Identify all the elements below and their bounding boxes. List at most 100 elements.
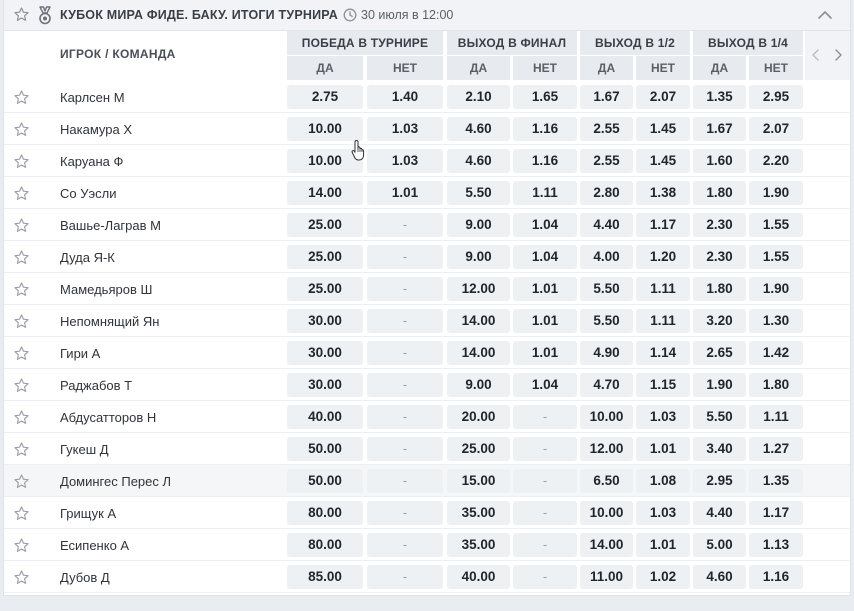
odds-button[interactable]: 1.11 xyxy=(513,181,577,205)
odds-button[interactable]: 15.00 xyxy=(447,469,510,493)
star-outline-icon[interactable] xyxy=(13,89,30,106)
odds-button[interactable]: 4.40 xyxy=(693,501,746,525)
odds-button[interactable]: 1.45 xyxy=(636,149,690,173)
odds-button[interactable]: 6.50 xyxy=(580,469,633,493)
star-outline-icon[interactable] xyxy=(13,185,30,202)
odds-button[interactable]: 1.08 xyxy=(636,469,690,493)
odds-button[interactable]: 5.50 xyxy=(693,405,746,429)
odds-button[interactable]: 1.04 xyxy=(513,213,577,237)
odds-button[interactable]: 25.00 xyxy=(287,277,363,301)
odds-button[interactable]: 1.03 xyxy=(636,501,690,525)
event-header[interactable]: КУБОК МИРА ФИДЕ. БАКУ. ИТОГИ ТУРНИРА 30 … xyxy=(4,0,850,31)
odds-button[interactable]: 9.00 xyxy=(447,373,510,397)
odds-button[interactable]: 1.01 xyxy=(513,277,577,301)
odds-button[interactable]: 1.55 xyxy=(749,245,803,269)
chevron-up-icon[interactable] xyxy=(817,8,833,22)
odds-button[interactable]: 4.60 xyxy=(693,565,746,589)
odds-button[interactable]: 1.40 xyxy=(367,85,443,109)
odds-button[interactable]: 80.00 xyxy=(287,533,363,557)
odds-button[interactable]: 4.40 xyxy=(580,213,633,237)
odds-button[interactable]: 40.00 xyxy=(287,405,363,429)
star-outline-icon[interactable] xyxy=(13,281,30,298)
odds-button[interactable]: 1.16 xyxy=(513,149,577,173)
odds-button[interactable]: 1.01 xyxy=(513,341,577,365)
odds-button[interactable]: 4.60 xyxy=(447,149,510,173)
odds-button[interactable]: 1.16 xyxy=(513,117,577,141)
odds-button[interactable]: 5.50 xyxy=(580,309,633,333)
odds-button[interactable]: 20.00 xyxy=(447,405,510,429)
odds-button[interactable]: 12.00 xyxy=(580,437,633,461)
star-outline-icon[interactable] xyxy=(13,217,30,234)
odds-button[interactable]: 1.03 xyxy=(367,149,443,173)
odds-button[interactable]: 2.55 xyxy=(580,117,633,141)
odds-button[interactable]: 25.00 xyxy=(287,245,363,269)
odds-button[interactable]: 1.11 xyxy=(749,405,803,429)
odds-button[interactable]: 1.35 xyxy=(693,85,746,109)
odds-button[interactable]: 1.35 xyxy=(749,469,803,493)
odds-button[interactable]: 2.30 xyxy=(693,213,746,237)
star-outline-icon[interactable] xyxy=(13,345,30,362)
odds-button[interactable]: 5.00 xyxy=(693,533,746,557)
odds-button[interactable]: 1.67 xyxy=(693,117,746,141)
odds-button[interactable]: 1.20 xyxy=(636,245,690,269)
odds-button[interactable]: 1.80 xyxy=(693,181,746,205)
odds-button[interactable]: 5.50 xyxy=(580,277,633,301)
odds-button[interactable]: 30.00 xyxy=(287,309,363,333)
star-outline-icon[interactable] xyxy=(13,537,30,554)
odds-button[interactable]: 2.20 xyxy=(749,149,803,173)
odds-button[interactable]: 1.01 xyxy=(513,309,577,333)
odds-button[interactable]: 3.40 xyxy=(693,437,746,461)
odds-button[interactable]: 1.01 xyxy=(636,437,690,461)
odds-button[interactable]: 85.00 xyxy=(287,565,363,589)
star-outline-icon[interactable] xyxy=(13,153,30,170)
odds-button[interactable]: 5.50 xyxy=(447,181,510,205)
odds-button[interactable]: 1.02 xyxy=(636,565,690,589)
star-outline-icon[interactable] xyxy=(13,505,30,522)
odds-button[interactable]: 2.95 xyxy=(749,85,803,109)
odds-button[interactable]: 1.90 xyxy=(749,277,803,301)
odds-button[interactable]: 2.80 xyxy=(580,181,633,205)
odds-button[interactable]: 14.00 xyxy=(287,181,363,205)
odds-button[interactable]: 4.90 xyxy=(580,341,633,365)
odds-button[interactable]: 1.60 xyxy=(693,149,746,173)
odds-button[interactable]: 2.07 xyxy=(636,85,690,109)
star-outline-icon[interactable] xyxy=(13,569,30,586)
odds-button[interactable]: 9.00 xyxy=(447,245,510,269)
odds-button[interactable]: 1.30 xyxy=(749,309,803,333)
odds-button[interactable]: 2.10 xyxy=(447,85,510,109)
odds-button[interactable]: 1.80 xyxy=(693,277,746,301)
odds-button[interactable]: 1.42 xyxy=(749,341,803,365)
odds-button[interactable]: 35.00 xyxy=(447,533,510,557)
odds-button[interactable]: 40.00 xyxy=(447,565,510,589)
odds-button[interactable]: 2.07 xyxy=(749,117,803,141)
odds-button[interactable]: 12.00 xyxy=(447,277,510,301)
odds-button[interactable]: 9.00 xyxy=(447,213,510,237)
odds-button[interactable]: 4.70 xyxy=(580,373,633,397)
odds-button[interactable]: 1.11 xyxy=(636,309,690,333)
odds-button[interactable]: 1.90 xyxy=(693,373,746,397)
odds-button[interactable]: 1.11 xyxy=(636,277,690,301)
odds-button[interactable]: 25.00 xyxy=(287,213,363,237)
odds-button[interactable]: 30.00 xyxy=(287,341,363,365)
odds-button[interactable]: 80.00 xyxy=(287,501,363,525)
odds-button[interactable]: 2.30 xyxy=(693,245,746,269)
odds-button[interactable]: 1.38 xyxy=(636,181,690,205)
odds-button[interactable]: 1.27 xyxy=(749,437,803,461)
odds-button[interactable]: 1.04 xyxy=(513,245,577,269)
odds-button[interactable]: 1.13 xyxy=(749,533,803,557)
star-outline-icon[interactable] xyxy=(13,249,30,266)
odds-button[interactable]: 4.00 xyxy=(580,245,633,269)
star-outline-icon[interactable] xyxy=(13,409,30,426)
odds-button[interactable]: 1.55 xyxy=(749,213,803,237)
star-outline-icon[interactable] xyxy=(13,313,30,330)
odds-button[interactable]: 1.14 xyxy=(636,341,690,365)
odds-button[interactable]: 1.17 xyxy=(636,213,690,237)
odds-button[interactable]: 2.75 xyxy=(287,85,363,109)
odds-button[interactable]: 2.95 xyxy=(693,469,746,493)
odds-button[interactable]: 10.00 xyxy=(580,405,633,429)
odds-button[interactable]: 30.00 xyxy=(287,373,363,397)
star-outline-icon[interactable] xyxy=(13,121,30,138)
odds-button[interactable]: 10.00 xyxy=(287,117,363,141)
odds-button[interactable]: 1.01 xyxy=(636,533,690,557)
odds-button[interactable]: 1.17 xyxy=(749,501,803,525)
